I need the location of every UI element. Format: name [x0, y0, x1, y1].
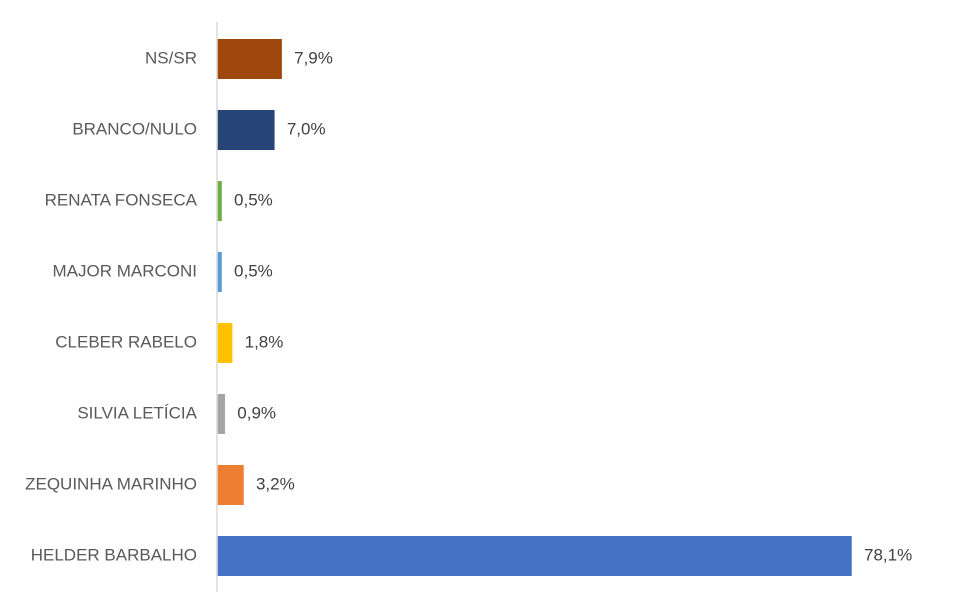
data-label: 3,2%	[256, 474, 295, 493]
bar	[217, 110, 275, 150]
bar	[217, 394, 226, 434]
category-label: ZEQUINHA MARINHO	[25, 474, 197, 493]
bar	[217, 39, 282, 79]
data-label: 0,5%	[234, 261, 273, 280]
data-label: 7,9%	[294, 48, 333, 67]
data-label: 7,0%	[287, 119, 326, 138]
category-label: SILVIA LETÍCIA	[77, 403, 197, 422]
data-label: 0,9%	[237, 403, 276, 422]
bar	[217, 181, 222, 221]
bar	[217, 252, 222, 292]
data-label: 1,8%	[245, 332, 284, 351]
bar	[217, 323, 233, 363]
category-label: CLEBER RABELO	[55, 332, 197, 351]
category-label: HELDER BARBALHO	[31, 545, 197, 564]
category-label: RENATA FONSECA	[45, 190, 198, 209]
bar	[217, 465, 244, 505]
category-label: MAJOR MARCONI	[53, 261, 198, 280]
category-label: BRANCO/NULO	[72, 119, 197, 138]
bar	[217, 536, 852, 576]
data-label: 78,1%	[864, 545, 912, 564]
category-label: NS/SR	[145, 48, 197, 67]
data-label: 0,5%	[234, 190, 273, 209]
